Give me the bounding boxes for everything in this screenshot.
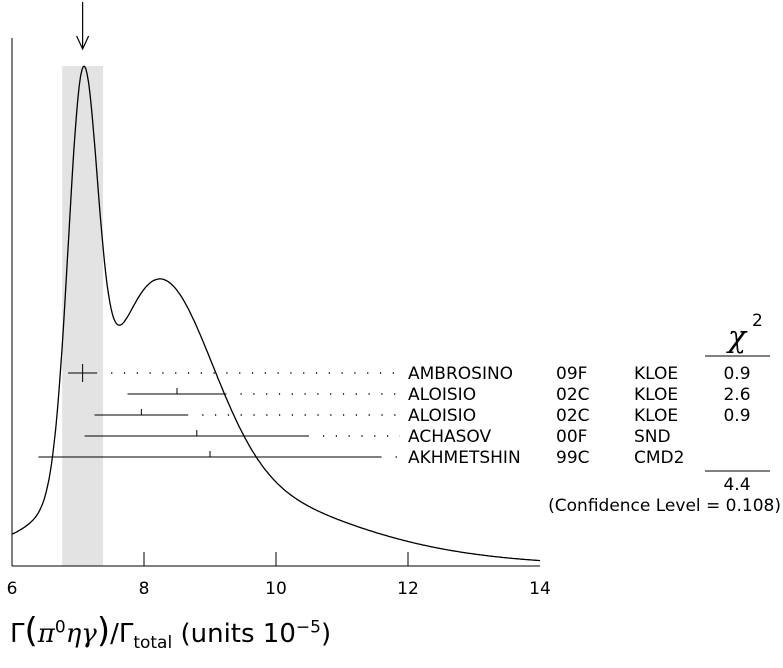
chi2-value: 0.9 bbox=[723, 364, 750, 384]
author-label: ALOISIO bbox=[408, 385, 476, 405]
measurement-row bbox=[127, 388, 400, 395]
experiment-label: KLOE bbox=[634, 385, 678, 405]
x-label-eta-gamma: ηγ bbox=[65, 619, 97, 649]
x-tick-label: 12 bbox=[397, 579, 419, 599]
average-arrow-head bbox=[76, 35, 90, 51]
x-axis-label: Γ(π0ηγ)/Γtotal (units 10−5) bbox=[10, 611, 332, 654]
chi2-total: 4.4 bbox=[723, 475, 750, 495]
chi2-header-sup: 2 bbox=[752, 311, 763, 331]
x-label-slash-gamma: /Γ bbox=[110, 619, 134, 649]
measurement-row bbox=[84, 430, 400, 437]
x-label-close: ) bbox=[320, 619, 332, 649]
author-label: ALOISIO bbox=[408, 406, 476, 426]
ref-label: 99C bbox=[556, 448, 590, 468]
author-label: AKHMETSHIN bbox=[408, 448, 521, 468]
ideogram-curve bbox=[11, 65, 541, 562]
measurement-row bbox=[68, 364, 400, 382]
x-label-pi-sup: 0 bbox=[54, 617, 66, 638]
confidence-level: (Confidence Level = 0.108) bbox=[548, 496, 781, 516]
x-tick-label: 6 bbox=[7, 579, 18, 599]
x-label-gamma: Γ bbox=[10, 619, 25, 649]
chi2-value: 2.6 bbox=[723, 385, 750, 405]
experiment-label: CMD2 bbox=[634, 448, 684, 468]
x-label-units: (units 10 bbox=[180, 619, 296, 649]
ref-label: 02C bbox=[556, 406, 590, 426]
chi2-header: χ bbox=[726, 320, 748, 355]
experiment-label: SND bbox=[634, 427, 671, 447]
x-label-units-exp: −5 bbox=[295, 617, 321, 638]
ref-label: 09F bbox=[556, 364, 587, 384]
x-tick-label: 10 bbox=[265, 579, 287, 599]
chi2-value: 0.9 bbox=[723, 406, 750, 426]
average-band bbox=[62, 66, 104, 566]
author-label: ACHASOV bbox=[408, 427, 491, 447]
x-tick-label: 8 bbox=[139, 579, 150, 599]
measurement-row bbox=[94, 409, 400, 416]
author-label: AMBROSINO bbox=[408, 364, 513, 384]
experiment-label: KLOE bbox=[634, 364, 678, 384]
measurement-row bbox=[38, 451, 400, 458]
x-tick-label: 14 bbox=[529, 579, 551, 599]
ref-label: 02C bbox=[556, 385, 590, 405]
experiment-label: KLOE bbox=[634, 406, 678, 426]
x-label-total-sub: total bbox=[133, 633, 173, 654]
ref-label: 00F bbox=[556, 427, 587, 447]
x-label-pi: π bbox=[37, 619, 55, 649]
